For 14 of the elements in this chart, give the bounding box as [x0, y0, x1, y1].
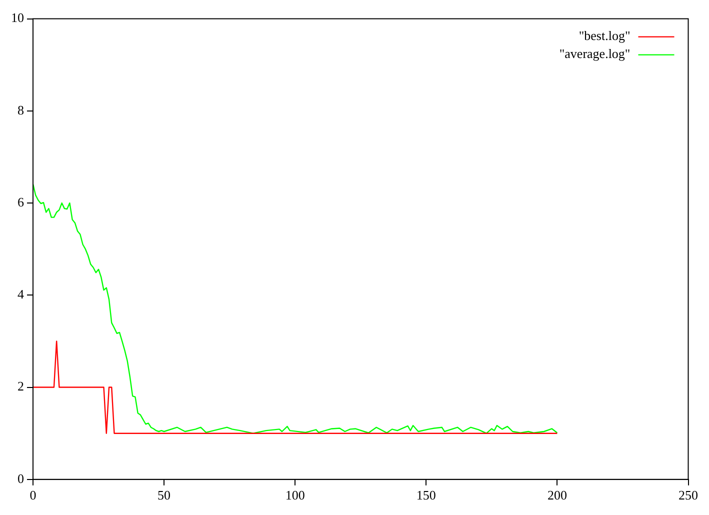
y-tick-label: 8 [18, 102, 24, 118]
y-tick-label: 10 [11, 10, 24, 26]
y-tick-label: 4 [18, 286, 24, 302]
x-tick-label: 150 [416, 488, 436, 503]
x-tick-label: 50 [158, 488, 171, 503]
y-tick-label: 0 [18, 470, 24, 486]
legend-label: "average.log" [559, 46, 630, 62]
x-tick-label: 250 [678, 488, 698, 503]
legend-label: "best.log" [578, 28, 630, 44]
x-tick-label: 100 [285, 488, 305, 503]
x-tick-label: 200 [547, 488, 567, 503]
x-tick-label: 0 [30, 488, 36, 503]
y-tick-label: 2 [18, 378, 24, 394]
y-tick-label: 6 [18, 194, 24, 210]
